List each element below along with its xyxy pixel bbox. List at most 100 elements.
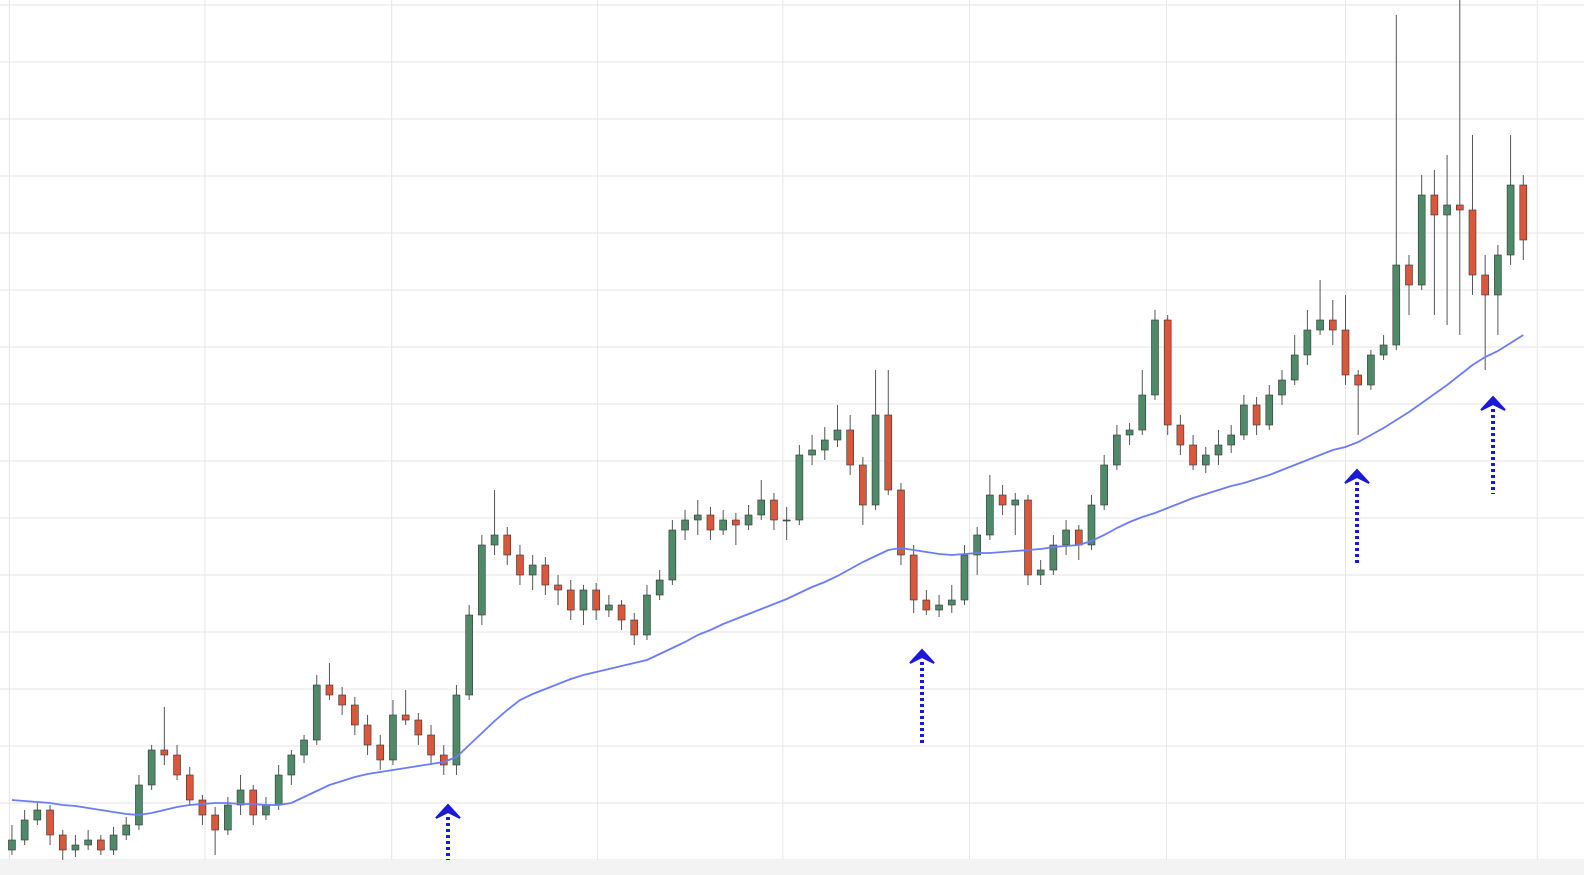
candle-body bbox=[922, 599, 931, 611]
candle-body bbox=[1125, 429, 1134, 436]
arrow-head bbox=[1344, 468, 1370, 484]
candle-body bbox=[998, 494, 1007, 506]
candle-body bbox=[490, 534, 499, 546]
arrow-head bbox=[1480, 395, 1506, 411]
candle-body bbox=[287, 754, 296, 776]
candle-body bbox=[1341, 329, 1350, 376]
candle-body bbox=[1417, 194, 1426, 286]
candle-body bbox=[757, 499, 766, 516]
candle-body bbox=[795, 454, 804, 521]
candle-body bbox=[503, 534, 512, 556]
candle-body bbox=[566, 589, 575, 611]
candle-body bbox=[135, 784, 143, 826]
candle-body bbox=[1214, 444, 1223, 456]
candle-body bbox=[884, 414, 893, 491]
candles bbox=[8, 0, 1528, 860]
candle-body bbox=[820, 439, 829, 451]
candle-body bbox=[617, 604, 626, 621]
candle-body bbox=[478, 544, 486, 616]
candle-body bbox=[338, 694, 346, 706]
candle-body bbox=[1113, 434, 1121, 466]
candle-body bbox=[1049, 544, 1058, 571]
candle-body bbox=[363, 724, 372, 746]
candle-body bbox=[274, 774, 283, 806]
candle-body bbox=[389, 714, 397, 761]
candle-body bbox=[160, 749, 169, 756]
candle-body bbox=[986, 494, 994, 536]
candle-body bbox=[351, 704, 359, 726]
candle-body bbox=[846, 429, 854, 466]
candle-body bbox=[46, 809, 54, 836]
candle-body bbox=[109, 834, 118, 851]
arrow bbox=[909, 648, 935, 746]
candle-body bbox=[528, 564, 537, 576]
candle-body bbox=[1316, 319, 1324, 331]
candle-body bbox=[1265, 394, 1274, 426]
candle-body bbox=[935, 604, 943, 611]
candle-body bbox=[1303, 329, 1312, 356]
candle-body bbox=[630, 619, 639, 636]
candle-body bbox=[1494, 254, 1502, 296]
candle-body bbox=[173, 754, 181, 776]
candle-body bbox=[1290, 354, 1299, 381]
candle-body bbox=[312, 684, 321, 741]
candle-body bbox=[655, 579, 664, 596]
candle-body bbox=[262, 804, 270, 816]
candle-body bbox=[1074, 529, 1083, 546]
candle-body bbox=[744, 514, 753, 526]
candle-body bbox=[439, 754, 448, 766]
candle-body bbox=[1405, 264, 1413, 286]
candle-body bbox=[1176, 424, 1185, 446]
candle-body bbox=[1138, 394, 1147, 431]
candle-body bbox=[33, 809, 42, 821]
candle-body bbox=[732, 519, 740, 526]
candle-body bbox=[1443, 204, 1451, 216]
candle-body bbox=[681, 519, 689, 531]
candle-body bbox=[871, 414, 880, 506]
arrow-head bbox=[435, 803, 461, 819]
candle-body bbox=[401, 714, 410, 721]
annotations bbox=[435, 395, 1506, 860]
moving-average bbox=[11, 334, 1524, 816]
candle-body bbox=[236, 789, 245, 806]
candle-body bbox=[973, 534, 981, 556]
candle-body bbox=[1227, 434, 1235, 446]
candle-body bbox=[325, 684, 334, 696]
candle-body bbox=[1201, 454, 1210, 466]
candle-body bbox=[122, 824, 131, 836]
candle-body bbox=[1506, 184, 1515, 256]
candle-body bbox=[833, 429, 842, 441]
arrow bbox=[1344, 468, 1370, 566]
candle-body bbox=[8, 839, 16, 851]
candle-body bbox=[1087, 504, 1096, 546]
candle-body bbox=[58, 834, 67, 851]
candle-body bbox=[909, 554, 918, 601]
candle-body bbox=[414, 719, 423, 736]
candle-body bbox=[1062, 529, 1070, 546]
candle-body bbox=[376, 744, 385, 761]
candle-body bbox=[808, 449, 816, 456]
candle-body bbox=[668, 529, 677, 581]
candle-body bbox=[1036, 569, 1045, 576]
candle-body bbox=[897, 489, 905, 556]
candle-body bbox=[1392, 264, 1401, 346]
candle-body bbox=[211, 814, 219, 831]
candle-body bbox=[592, 589, 600, 611]
candle-body bbox=[516, 554, 524, 576]
candle-body bbox=[20, 819, 29, 841]
candle-body bbox=[465, 614, 473, 696]
candle-body bbox=[605, 604, 613, 611]
candle-body bbox=[1354, 374, 1362, 386]
bottom-strip bbox=[0, 860, 1584, 875]
candle-body bbox=[579, 589, 588, 611]
candle-body bbox=[1328, 319, 1337, 331]
candle-body bbox=[770, 499, 778, 521]
candle-body bbox=[300, 739, 308, 756]
candle-body bbox=[1430, 194, 1439, 216]
lines bbox=[11, 334, 1524, 816]
arrow bbox=[435, 803, 461, 860]
candle-body bbox=[185, 774, 194, 801]
candle-body bbox=[693, 514, 702, 521]
